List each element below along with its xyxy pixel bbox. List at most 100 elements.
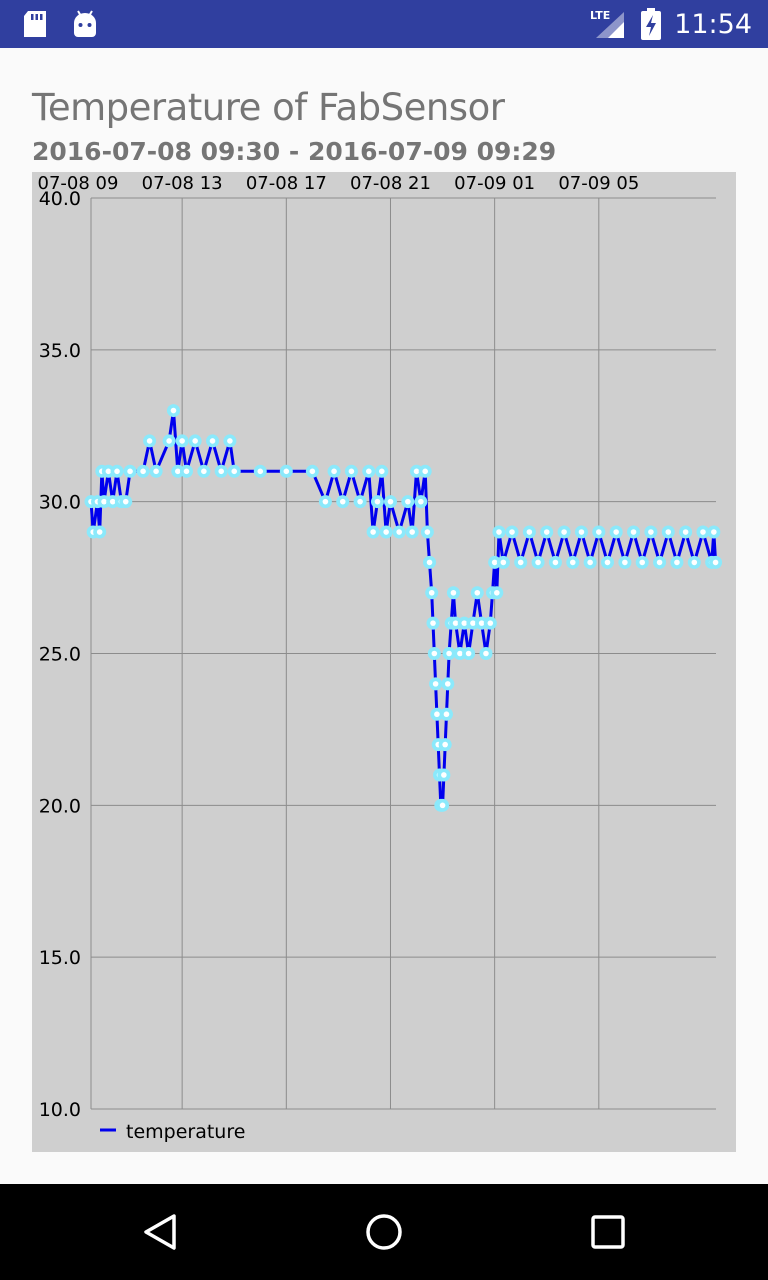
- data-point-center: [122, 498, 129, 505]
- data-point-center: [257, 468, 264, 475]
- data-point-center: [622, 559, 628, 566]
- data-point-center: [166, 438, 172, 444]
- data-point-center: [450, 589, 457, 596]
- recents-icon: [591, 1215, 625, 1249]
- data-point-center: [452, 620, 459, 626]
- data-point-center: [309, 468, 316, 475]
- status-left-icons: [22, 9, 122, 43]
- y-tick-label: 35.0: [39, 340, 81, 362]
- home-icon: [366, 1214, 402, 1250]
- y-tick-label: 20.0: [39, 795, 81, 817]
- data-point-center: [441, 772, 447, 778]
- data-point-center: [478, 620, 485, 626]
- notification-icons: [24, 10, 96, 37]
- data-point-center: [175, 468, 181, 475]
- data-point-center: [339, 498, 346, 505]
- y-axis-ticks: 10.0 15.0 20.0 25.0 30.0 35.0 40.0: [39, 188, 81, 1121]
- data-point-center: [322, 498, 329, 505]
- y-tick-label: 30.0: [39, 492, 81, 514]
- data-point-center: [613, 529, 619, 535]
- data-point-center: [357, 498, 363, 505]
- battery-charging-icon: [641, 8, 662, 40]
- back-button[interactable]: [132, 1204, 188, 1260]
- y-tick-label: 25.0: [39, 644, 81, 666]
- data-point-center: [712, 559, 719, 566]
- data-point-center: [348, 468, 355, 475]
- data-point-center: [114, 468, 120, 475]
- data-point-center: [711, 529, 717, 535]
- data-point-center: [491, 559, 498, 566]
- legend: temperature: [100, 1121, 245, 1143]
- data-point-center: [218, 468, 225, 475]
- data-point-center: [430, 620, 436, 626]
- x-tick-label: 07-08 21: [350, 173, 431, 194]
- data-point-center: [331, 468, 337, 475]
- data-point-center: [665, 529, 672, 535]
- data-point-center: [209, 438, 216, 444]
- data-point-center: [140, 468, 146, 475]
- data-point-center: [201, 468, 207, 475]
- series-temperature-markers: [84, 404, 723, 812]
- data-point-center: [509, 529, 515, 535]
- chart-subtitle: 2016-07-08 09:30 - 2016-07-09 09:29: [32, 137, 557, 166]
- home-button[interactable]: [356, 1204, 412, 1260]
- data-point-center: [517, 559, 524, 566]
- data-point-center: [434, 711, 440, 718]
- data-point-center: [227, 438, 233, 444]
- data-point-center: [461, 620, 468, 626]
- chart-title: Temperature of FabSensor: [32, 86, 505, 129]
- data-point-center: [500, 559, 507, 566]
- clock: 11:54: [674, 8, 752, 40]
- network-label: LTE: [590, 9, 610, 22]
- data-point-center: [587, 559, 593, 566]
- data-point-center: [578, 529, 585, 535]
- data-point-center: [105, 468, 112, 475]
- data-point-center: [418, 498, 424, 505]
- data-point-center: [146, 438, 153, 444]
- android-icon: [74, 10, 96, 37]
- data-point-center: [494, 589, 500, 596]
- recents-button[interactable]: [580, 1204, 636, 1260]
- y-tick-label: 40.0: [39, 188, 81, 210]
- y-tick-label: 10.0: [39, 1099, 81, 1121]
- sd-card-icon: [24, 11, 46, 37]
- data-point-center: [656, 559, 663, 566]
- data-point-center: [170, 407, 177, 414]
- lte-signal-icon: LTE: [590, 9, 625, 38]
- data-point-center: [543, 529, 550, 535]
- data-point-center: [101, 498, 107, 505]
- data-point-center: [444, 681, 451, 687]
- data-point-center: [179, 438, 185, 444]
- data-point-center: [682, 529, 689, 535]
- x-axis-ticks: 07-08 09 07-08 13 07-08 17 07-08 21 07-09 01…: [38, 173, 640, 194]
- data-point-center: [443, 711, 450, 718]
- data-point-center: [439, 802, 446, 809]
- data-point-center: [422, 468, 429, 475]
- x-tick-label: 07-08 13: [142, 173, 223, 194]
- data-point-center: [535, 559, 541, 566]
- data-point-center: [470, 620, 476, 626]
- data-point-center: [431, 650, 438, 657]
- data-point-center: [365, 468, 372, 475]
- data-point-center: [374, 498, 381, 505]
- x-tick-label: 07-08 09: [38, 173, 119, 194]
- data-point-center: [432, 681, 439, 687]
- x-tick-label: 07-09 01: [454, 173, 535, 194]
- data-point-center: [370, 529, 376, 535]
- data-point-center: [109, 498, 116, 505]
- data-point-center: [413, 468, 420, 475]
- data-point-center: [604, 559, 611, 566]
- data-point-center: [630, 529, 637, 535]
- data-point-center: [283, 468, 290, 475]
- legend-label: temperature: [126, 1121, 245, 1143]
- data-point-center: [127, 468, 133, 475]
- data-point-center: [465, 650, 472, 657]
- chart-area: 07-08 09 07-08 13 07-08 17 07-08 21 07-09 01…: [32, 172, 736, 1152]
- data-point-center: [674, 559, 680, 566]
- data-point-center: [442, 741, 448, 748]
- back-icon: [144, 1214, 176, 1250]
- data-point-center: [457, 650, 463, 657]
- data-point-center: [396, 529, 402, 535]
- data-point-center: [378, 468, 385, 475]
- navigation-bar: [0, 1184, 768, 1280]
